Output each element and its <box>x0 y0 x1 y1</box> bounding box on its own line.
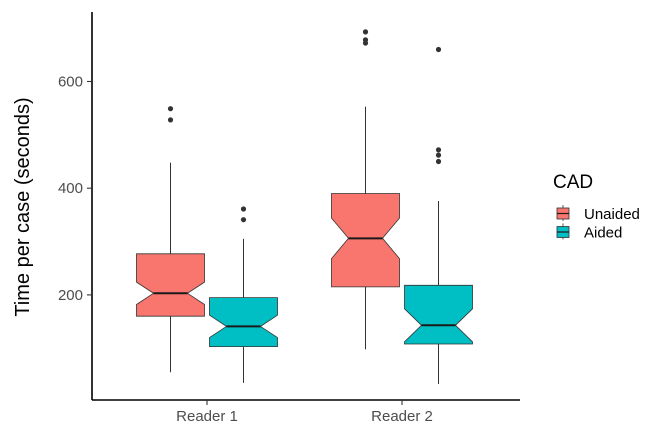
box-aided-reader-1 <box>209 206 278 383</box>
x-tick-label: Reader 2 <box>371 408 433 425</box>
legend-label-aided: Aided <box>584 225 622 242</box>
legend: CAD Unaided Aided <box>553 172 640 242</box>
outlier-point <box>362 37 369 43</box>
outlier-point <box>362 29 369 35</box>
box-body <box>209 297 278 348</box>
y-axis-title: Time per case (seconds) <box>12 97 34 316</box>
outlier-point <box>167 106 174 112</box>
box-unaided-reader-2 <box>331 29 400 350</box>
x-tick-label: Reader 1 <box>176 408 238 425</box>
y-tick-label: 200 <box>58 287 83 304</box>
outlier-point <box>435 147 442 153</box>
box-unaided-reader-1 <box>136 106 205 373</box>
plot-area: 200 400 600 Reader 1 Reader 2 <box>58 12 520 425</box>
legend-label-unaided: Unaided <box>584 206 640 223</box>
box-body <box>331 193 400 288</box>
outlier-point <box>435 158 442 165</box>
box-aided-reader-2 <box>404 46 473 384</box>
outlier-point <box>240 206 247 212</box>
outlier-point <box>435 46 442 53</box>
legend-title: CAD <box>553 172 593 193</box>
box-body <box>136 253 205 317</box>
y-tick-label: 400 <box>58 180 83 197</box>
outlier-point <box>435 152 442 158</box>
outlier-point <box>240 217 247 223</box>
outlier-point <box>167 117 174 123</box>
y-tick-label: 600 <box>58 74 83 91</box>
box-body <box>404 284 473 345</box>
